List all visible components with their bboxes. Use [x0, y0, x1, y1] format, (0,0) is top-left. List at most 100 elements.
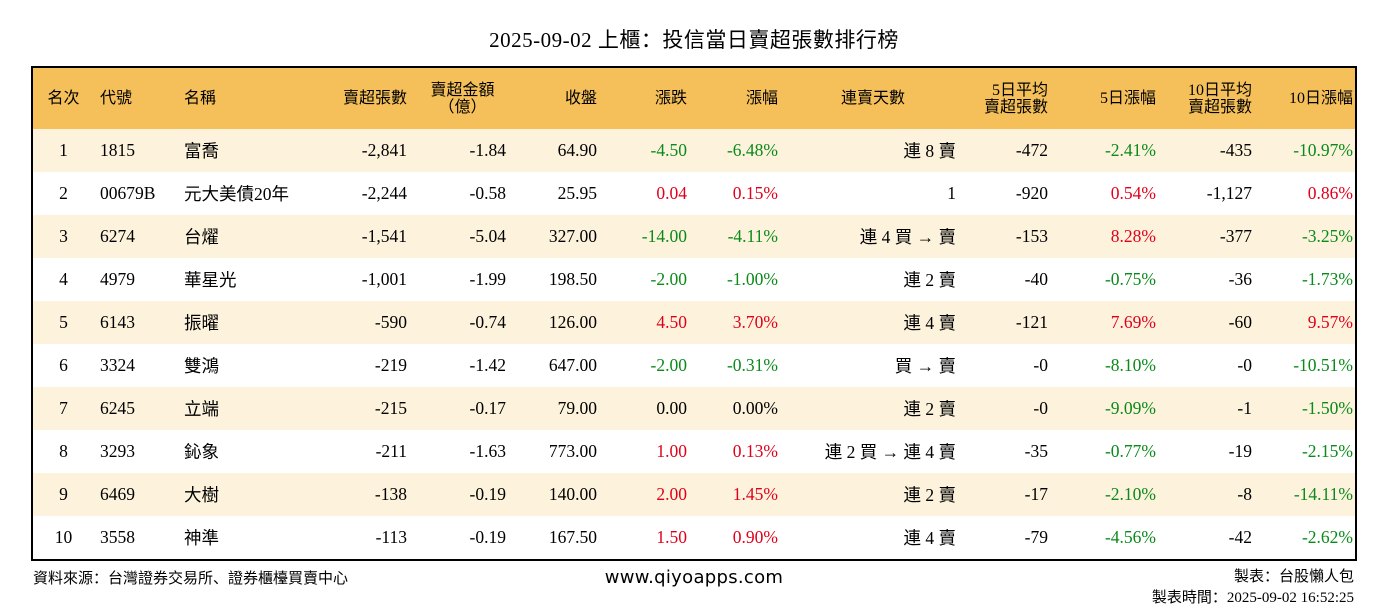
header-change-pct: 漲幅 [745, 90, 778, 107]
cell-change-pct: -6.48% [726, 140, 778, 160]
cell-change: 2.00 [656, 484, 687, 504]
cell-change: -2.00 [650, 269, 687, 289]
author-label: 製表：台股懶人包 [1233, 569, 1354, 585]
cell-close: 773.00 [548, 441, 597, 461]
cell-change: 1.50 [656, 527, 687, 547]
cell-change-pct: -4.11% [727, 226, 778, 246]
cell-name: 立端 [184, 399, 219, 419]
cell-pct10: -14.11% [1293, 484, 1353, 504]
cell-change-pct: 3.70% [732, 312, 778, 332]
cell-name: 雙鴻 [184, 356, 219, 376]
cell-change: 0.04 [656, 183, 687, 203]
header-avg10: 10日平均 賣超張數 [1162, 68, 1258, 129]
ranking-table: 名次 代號 名稱 賣超張數 賣超金額 （億） 收盤 漲跌 漲幅 連賣天數 5日平… [33, 68, 1355, 559]
header-code: 代號 [100, 90, 133, 107]
cell-code: 6274 [100, 226, 135, 246]
cell-avg5: -121 [1015, 312, 1048, 332]
cell-rank: 2 [59, 183, 68, 203]
cell-avg10: -0 [1237, 355, 1252, 375]
cell-code: 6245 [100, 398, 135, 418]
cell-sell-amount: -5.04 [469, 226, 506, 246]
table-header-row: 名次 代號 名稱 賣超張數 賣超金額 （億） 收盤 漲跌 漲幅 連賣天數 5日平… [33, 68, 1355, 129]
cell-sell-shares: -1,001 [361, 269, 407, 289]
cell-change: 0.00 [656, 398, 687, 418]
cell-avg10: -435 [1219, 140, 1252, 160]
cell-rank: 10 [54, 527, 73, 547]
cell-avg10: -1 [1237, 398, 1252, 418]
cell-avg5: -472 [1015, 140, 1048, 160]
cell-avg5: -0 [1033, 398, 1048, 418]
header-sell-amount-line1: 賣超金額 [430, 81, 495, 99]
cell-pct10: -10.97% [1293, 140, 1353, 160]
cell-rank: 1 [59, 140, 68, 160]
cell-pct10: -2.15% [1301, 441, 1353, 461]
cell-pct5: -4.56% [1104, 527, 1156, 547]
table-row: 10 3558 神準 -113 -0.19 167.50 1.50 0.90% … [33, 516, 1355, 559]
cell-name: 台燿 [184, 227, 219, 247]
cell-change: -2.00 [650, 355, 687, 375]
cell-sell-amount: -0.19 [469, 484, 506, 504]
table-row: 8 3293 鈊象 -211 -1.63 773.00 1.00 0.13% 連… [33, 430, 1355, 473]
header-rank: 名次 [47, 90, 80, 107]
cell-streak: 連 2 賣 [903, 485, 957, 505]
cell-rank: 8 [59, 441, 68, 461]
cell-name: 富喬 [184, 141, 219, 161]
table-row: 2 00679B 元大美債20年 -2,244 -0.58 25.95 0.04… [33, 172, 1355, 215]
cell-sell-shares: -113 [375, 527, 407, 547]
cell-sell-shares: -590 [374, 312, 407, 332]
header-sell-shares: 賣超張數 [342, 90, 407, 107]
ranking-table-container: 名次 代號 名稱 賣超張數 賣超金額 （億） 收盤 漲跌 漲幅 連賣天數 5日平… [31, 66, 1357, 561]
header-avg5-line1: 5日平均 [991, 81, 1048, 99]
cell-avg5: -153 [1015, 226, 1048, 246]
cell-avg5: -40 [1024, 269, 1048, 289]
cell-streak: 連 8 賣 [903, 141, 957, 161]
table-row: 9 6469 大樹 -138 -0.19 140.00 2.00 1.45% 連… [33, 473, 1355, 516]
cell-avg10: -60 [1228, 312, 1252, 332]
cell-avg10: -377 [1219, 226, 1252, 246]
cell-code: 1815 [100, 140, 135, 160]
cell-sell-shares: -219 [374, 355, 407, 375]
cell-name: 神準 [184, 528, 219, 548]
cell-code: 00679B [100, 183, 156, 203]
cell-avg10: -1,127 [1206, 183, 1252, 203]
cell-change-pct: 0.15% [732, 183, 778, 203]
header-avg10-line1: 10日平均 [1187, 81, 1252, 99]
cell-rank: 6 [59, 355, 68, 375]
table-row: 4 4979 華星光 -1,001 -1.99 198.50 -2.00 -1.… [33, 258, 1355, 301]
cell-streak: 連 4 賣 [903, 313, 957, 333]
cell-code: 3324 [100, 355, 135, 375]
made-time-label: 製表時間：2025-09-02 16:52:25 [1151, 590, 1354, 606]
cell-sell-shares: -138 [374, 484, 407, 504]
cell-close: 79.00 [557, 398, 597, 418]
cell-sell-shares: -215 [374, 398, 407, 418]
cell-close: 64.90 [557, 140, 597, 160]
cell-pct10: -1.73% [1301, 269, 1353, 289]
cell-change: 1.00 [656, 441, 687, 461]
cell-change-pct: 1.45% [732, 484, 778, 504]
cell-code: 3558 [100, 527, 135, 547]
cell-streak: 連 4 賣 [903, 528, 957, 548]
cell-change-pct: -0.31% [726, 355, 778, 375]
cell-rank: 3 [59, 226, 68, 246]
header-change: 漲跌 [654, 90, 687, 107]
cell-rank: 5 [59, 312, 68, 332]
credits: 製表：台股懶人包 製表時間：2025-09-02 16:52:25 [1152, 567, 1354, 609]
cell-change-pct: 0.90% [732, 527, 778, 547]
header-avg5: 5日平均 賣超張數 [962, 68, 1054, 129]
cell-sell-amount: -1.99 [469, 269, 506, 289]
cell-streak: 1 [947, 183, 956, 203]
cell-close: 167.50 [548, 527, 597, 547]
website-link[interactable]: www.qiyoapps.com [604, 567, 784, 588]
cell-pct5: -0.75% [1104, 269, 1156, 289]
cell-pct5: 7.69% [1110, 312, 1156, 332]
header-sell-amount: 賣超金額 （億） [413, 68, 512, 129]
cell-pct10: 0.86% [1307, 183, 1353, 203]
table-row: 7 6245 立端 -215 -0.17 79.00 0.00 0.00% 連 … [33, 387, 1355, 430]
cell-streak: 連 2 賣 [903, 270, 957, 290]
cell-name: 元大美債20年 [184, 184, 289, 204]
cell-change: -4.50 [650, 140, 687, 160]
header-name: 名稱 [184, 90, 217, 107]
cell-sell-amount: -1.84 [469, 140, 506, 160]
cell-avg10: -36 [1228, 269, 1252, 289]
cell-close: 126.00 [548, 312, 597, 332]
